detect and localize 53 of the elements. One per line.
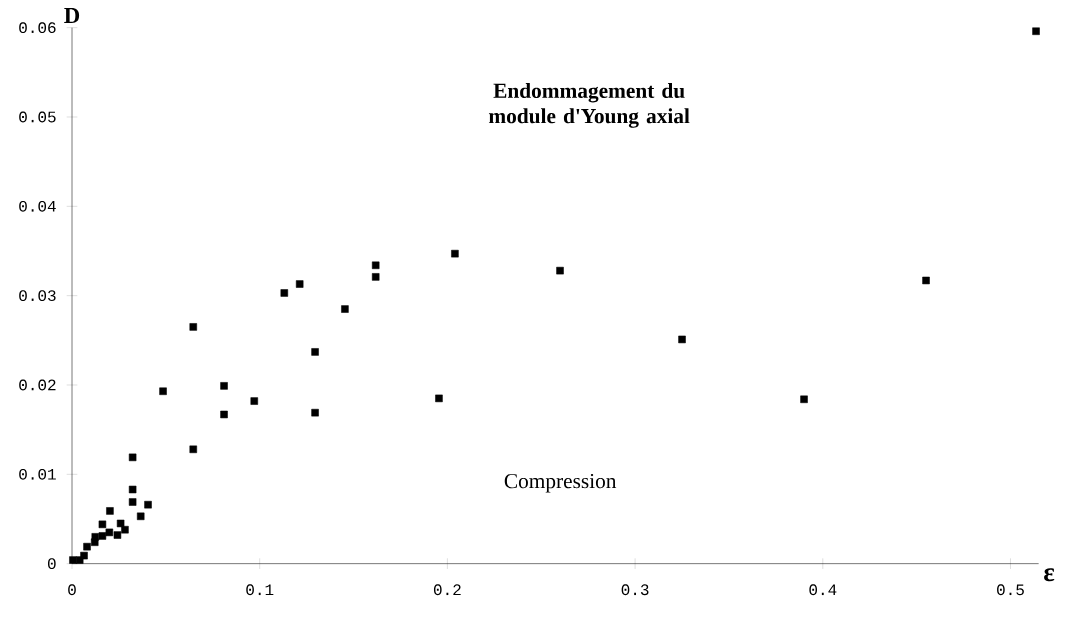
y-tick-label: 0.02 <box>19 379 56 391</box>
point <box>311 348 319 356</box>
y-tick-label: 0.03 <box>19 290 56 302</box>
x-tick-label: 0 <box>68 584 76 596</box>
point <box>106 507 114 515</box>
point <box>113 531 122 539</box>
point <box>128 485 137 494</box>
point <box>91 533 100 541</box>
point <box>189 323 197 331</box>
point <box>116 519 125 528</box>
x-axis-title: ε <box>1044 568 1055 582</box>
point <box>295 280 304 288</box>
point <box>189 445 197 454</box>
x-tick-label: 0.4 <box>809 584 837 596</box>
point <box>311 408 319 417</box>
point <box>144 500 152 509</box>
x-tick-label: 0.3 <box>621 584 649 596</box>
y-tick-label: 0.05 <box>19 111 56 123</box>
point <box>451 249 459 258</box>
point <box>69 556 77 564</box>
point <box>922 276 930 285</box>
y-tick-label: 0.01 <box>19 468 56 480</box>
point <box>136 512 145 521</box>
y-tick-label: 0.06 <box>19 22 56 34</box>
x-tick-label: 0.1 <box>246 584 274 596</box>
point <box>98 532 107 540</box>
point <box>371 261 380 270</box>
point <box>250 397 258 405</box>
point <box>371 273 380 281</box>
point <box>280 289 289 297</box>
x-tick-label: 0.5 <box>997 584 1024 596</box>
point <box>98 520 107 529</box>
point <box>128 498 137 506</box>
point <box>435 394 443 403</box>
point <box>341 305 349 313</box>
point <box>678 335 686 344</box>
point <box>220 410 228 419</box>
point <box>800 395 808 404</box>
annotation: Compression <box>504 473 617 493</box>
y-tick-label: 0 <box>47 558 56 570</box>
point <box>159 387 167 395</box>
point <box>121 525 129 534</box>
text: Endommagement du module d'Young axial <box>488 82 690 128</box>
y-tick-label: 0.04 <box>19 200 56 212</box>
point <box>83 542 91 551</box>
point <box>1032 27 1040 35</box>
y-axis-title: D <box>64 8 80 23</box>
point <box>105 528 114 537</box>
point <box>75 556 84 564</box>
point <box>220 382 228 390</box>
x-tick-label: 0.2 <box>433 584 461 596</box>
point <box>556 266 564 275</box>
point <box>128 453 137 462</box>
